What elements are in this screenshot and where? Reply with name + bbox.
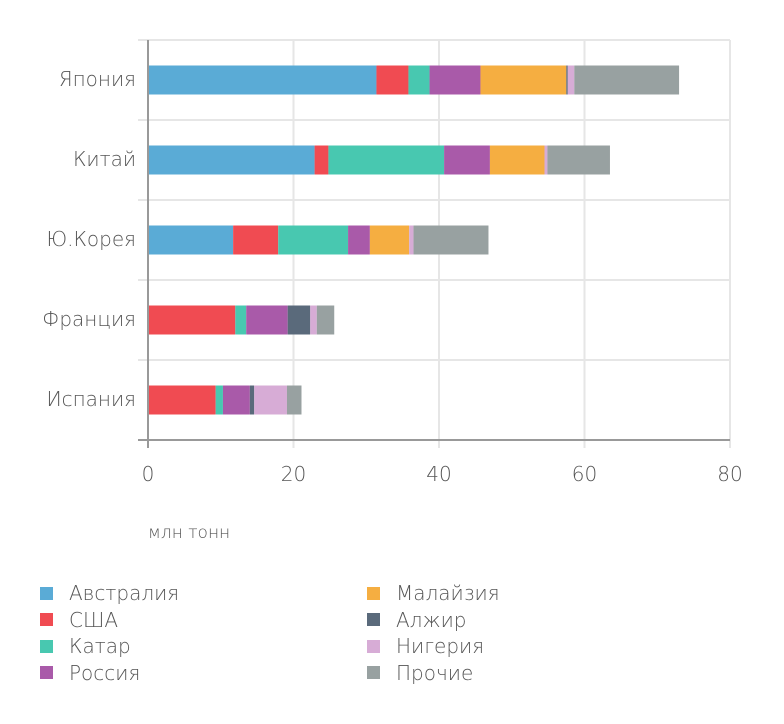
bar-segment — [489, 145, 545, 175]
legend-item: Катар — [40, 633, 131, 659]
bar-segment — [235, 305, 247, 335]
legend-label: США — [69, 607, 119, 632]
bar-segment — [148, 145, 315, 175]
bar-segment — [429, 65, 481, 95]
bar-0 — [148, 65, 680, 95]
legend-item: Малайзия — [367, 580, 500, 606]
legend-label: Прочие — [396, 660, 474, 685]
legend-item: Алжир — [367, 607, 467, 633]
x-axis-tick-label: 0 — [141, 462, 155, 486]
bar-segment — [544, 145, 548, 175]
legend-item: США — [40, 607, 118, 633]
bar-segment — [310, 305, 317, 335]
legend: Австралия США Катар Россия Малайзия Алжир Ниге… — [40, 580, 640, 700]
y-axis-label: Китай — [72, 147, 136, 171]
x-axis-tick-label: 80 — [717, 462, 743, 486]
bar-segment — [148, 305, 236, 335]
legend-label: Россия — [69, 660, 141, 685]
bar-segment — [215, 385, 223, 415]
bar-segment — [148, 65, 377, 95]
bar-segment — [369, 225, 410, 255]
bar-segment — [246, 305, 288, 335]
bar-segment — [413, 225, 489, 255]
legend-swatch-icon — [367, 639, 380, 653]
legend-swatch-icon — [40, 586, 53, 600]
x-axis-tick-label: 60 — [571, 462, 598, 486]
legend-swatch-icon — [367, 613, 380, 626]
legend-item: Австралия — [40, 580, 179, 606]
bar-segment — [574, 65, 680, 95]
legend-swatch-icon — [40, 639, 53, 653]
bar-2 — [148, 225, 489, 255]
x-axis-tick-label: 40 — [426, 462, 452, 486]
bar-segment — [148, 385, 216, 415]
bar-segment — [547, 145, 610, 175]
legend-swatch-icon — [40, 666, 53, 679]
bar-4 — [148, 385, 302, 415]
legend-label: Малайзия — [396, 581, 500, 605]
y-axis-label: Франция — [42, 307, 136, 331]
legend-item: Нигерия — [367, 633, 484, 659]
legend-item: Прочие — [367, 660, 473, 686]
bar-segment — [316, 305, 335, 335]
bar-segment — [567, 65, 575, 95]
bar-segment — [408, 65, 430, 95]
legend-label: Алжир — [396, 607, 467, 632]
bar-segment — [328, 145, 445, 175]
bar-3 — [148, 305, 335, 335]
legend-label: Австралия — [69, 581, 180, 605]
bar-1 — [148, 145, 610, 175]
legend-swatch-icon — [367, 666, 380, 679]
legend-swatch-icon — [367, 586, 380, 600]
bar-segment — [222, 385, 250, 415]
bar-segment — [286, 385, 302, 415]
bar-segment — [480, 65, 567, 95]
legend-label: Нигерия — [396, 634, 485, 658]
y-axis-label: Испания — [46, 387, 136, 411]
y-axis-label: Ю.Корея — [46, 227, 136, 251]
legend-item: Россия — [40, 660, 140, 686]
bar-segment — [314, 145, 329, 175]
bar-segment — [376, 65, 409, 95]
legend-label: Катар — [69, 634, 131, 658]
bar-segment — [348, 225, 370, 255]
x-axis-unit-label: млн тонн — [148, 523, 231, 543]
bar-segment — [566, 65, 568, 95]
bar-segment — [233, 225, 279, 255]
y-axis-label: Япония — [58, 67, 136, 91]
bar-segment — [444, 145, 490, 175]
legend-swatch-icon — [40, 613, 53, 626]
bar-segment — [287, 305, 311, 335]
bar-segment — [278, 225, 349, 255]
bar-segment — [249, 385, 255, 415]
bar-segment — [148, 225, 234, 255]
bar-segment — [409, 225, 414, 255]
x-axis-tick-label: 20 — [280, 462, 307, 486]
bar-segment — [254, 385, 287, 415]
